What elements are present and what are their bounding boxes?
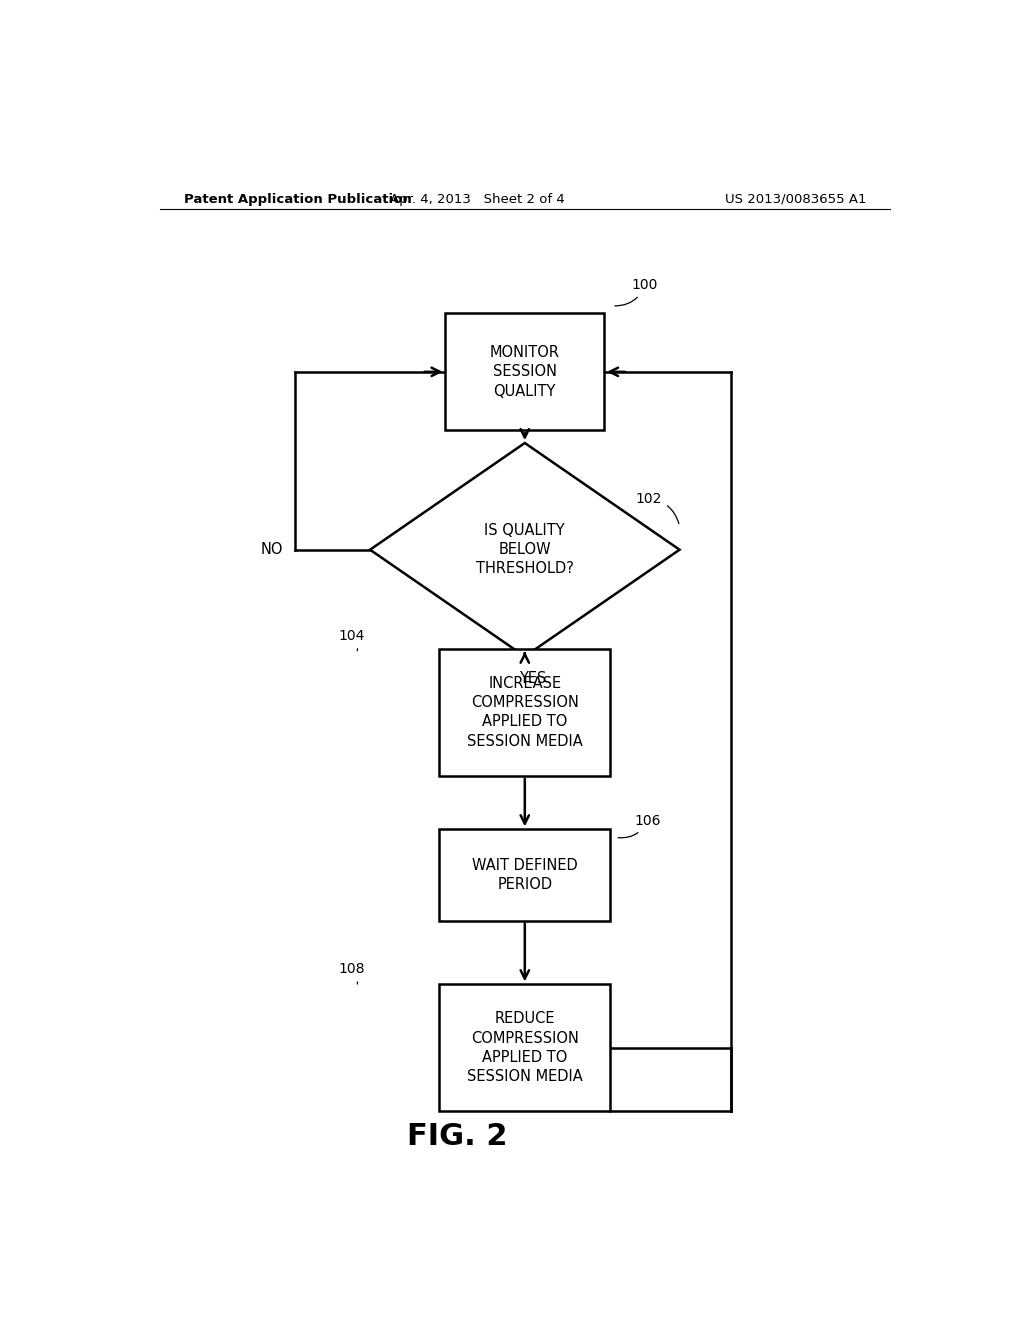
Text: REDUCE
COMPRESSION
APPLIED TO
SESSION MEDIA: REDUCE COMPRESSION APPLIED TO SESSION ME… xyxy=(467,1011,583,1084)
Text: Apr. 4, 2013   Sheet 2 of 4: Apr. 4, 2013 Sheet 2 of 4 xyxy=(390,193,564,206)
Text: YES: YES xyxy=(519,672,547,686)
Text: IS QUALITY
BELOW
THRESHOLD?: IS QUALITY BELOW THRESHOLD? xyxy=(476,523,573,577)
Polygon shape xyxy=(370,444,680,656)
Text: WAIT DEFINED
PERIOD: WAIT DEFINED PERIOD xyxy=(472,858,578,892)
Text: NO: NO xyxy=(260,543,283,557)
Bar xyxy=(439,985,610,1111)
Text: US 2013/0083655 A1: US 2013/0083655 A1 xyxy=(725,193,866,206)
Bar xyxy=(445,313,604,430)
Text: 108: 108 xyxy=(338,962,365,985)
Text: FIG. 2: FIG. 2 xyxy=(408,1122,508,1151)
Text: MONITOR
SESSION
QUALITY: MONITOR SESSION QUALITY xyxy=(489,345,560,399)
Text: INCREASE
COMPRESSION
APPLIED TO
SESSION MEDIA: INCREASE COMPRESSION APPLIED TO SESSION … xyxy=(467,676,583,748)
Bar xyxy=(439,649,610,776)
Text: 100: 100 xyxy=(614,279,658,306)
Text: 106: 106 xyxy=(618,814,660,838)
Text: 104: 104 xyxy=(338,630,365,651)
Text: Patent Application Publication: Patent Application Publication xyxy=(183,193,412,206)
Bar xyxy=(439,829,610,921)
Text: 102: 102 xyxy=(636,492,679,524)
